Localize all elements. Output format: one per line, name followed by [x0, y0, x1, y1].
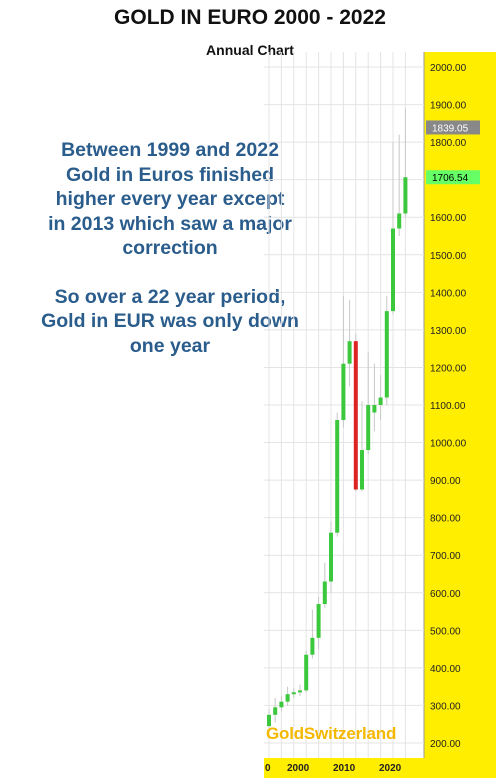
annotation-line: higher every year except	[55, 188, 285, 210]
y-tick-label: 300.00	[430, 701, 461, 712]
annotation-line: Between 1999 and 2022	[61, 139, 279, 161]
candle-up	[360, 450, 364, 490]
annotation-text: Between 1999 and 2022 Gold in Euros fini…	[0, 138, 340, 358]
candle-up	[273, 707, 278, 715]
price-tag-label: 1839.05	[432, 123, 469, 134]
time-axis-strip	[264, 758, 424, 778]
price-tag-last	[426, 170, 480, 185]
candle-up	[391, 228, 395, 312]
candle-up	[304, 654, 309, 691]
annotation-line: Gold in Euros finished	[65, 163, 274, 186]
candle-up	[291, 692, 296, 695]
candle-up	[298, 690, 302, 693]
y-tick-label: 1000.00	[430, 439, 467, 450]
y-tick-label: 800.00	[430, 514, 461, 525]
annotation-line: one year	[129, 334, 211, 357]
candle-up	[310, 637, 315, 655]
price-tags: 1839.05 1706.54	[426, 120, 480, 185]
x-tick-label: 2010	[333, 763, 356, 774]
candle-up	[372, 405, 377, 413]
candle-up	[403, 177, 408, 214]
y-tick-label: 200.00	[430, 739, 461, 750]
y-tick-label: 1900.00	[430, 101, 467, 112]
candle-up	[285, 694, 290, 702]
watermark-logo: GoldSwitzerland	[266, 724, 397, 743]
candles	[267, 108, 408, 728]
candle-up	[322, 581, 327, 605]
annotation-line: Gold in EUR was only down	[41, 310, 299, 332]
x-axis-ticks: 0 2000 2010 2020	[265, 763, 402, 774]
y-tick-label: 1300.00	[430, 326, 467, 337]
annotation-line: correction	[122, 237, 218, 259]
y-tick-label: 1100.00	[430, 401, 466, 412]
price-tag-label: 1706.54	[432, 173, 469, 184]
annotation-line: in 2013 which saw a major	[48, 212, 292, 235]
x-tick-label: 2020	[379, 763, 402, 774]
candle-up	[267, 714, 271, 727]
candle-up	[316, 604, 321, 638]
candle-up	[279, 701, 284, 708]
candle-up	[341, 363, 346, 421]
candle-up	[397, 213, 402, 229]
y-tick-label: 900.00	[430, 476, 461, 487]
chart-title: GOLD IN EURO 2000 - 2022	[114, 6, 386, 29]
y-tick-label: 1200.00	[430, 363, 467, 374]
chart-subtitle: Annual Chart	[206, 42, 294, 58]
candle-down	[353, 341, 358, 490]
y-tick-label: 1500.00	[430, 251, 467, 262]
y-tick-label: 600.00	[430, 589, 461, 600]
candle-up	[384, 311, 389, 398]
candle-up	[347, 341, 352, 364]
x-tick-label: 0	[265, 763, 271, 774]
candle-up	[366, 405, 371, 451]
price-axis-background	[264, 52, 496, 778]
candle-up	[378, 397, 383, 405]
y-tick-label: 1800.00	[430, 138, 467, 149]
y-tick-label: 700.00	[430, 551, 461, 562]
y-tick-label: 1600.00	[430, 213, 467, 224]
candle-up	[329, 532, 333, 582]
y-tick-label: 500.00	[430, 626, 461, 637]
grid	[264, 52, 424, 758]
x-tick-label: 2000	[287, 763, 310, 774]
y-tick-label: 2000.00	[430, 63, 467, 74]
annotation-line: So over a 22 year period,	[54, 285, 286, 308]
candle-up	[335, 420, 340, 533]
price-tag-high	[426, 120, 480, 135]
y-tick-label: 1400.00	[430, 288, 467, 299]
y-tick-label: 400.00	[430, 664, 461, 675]
